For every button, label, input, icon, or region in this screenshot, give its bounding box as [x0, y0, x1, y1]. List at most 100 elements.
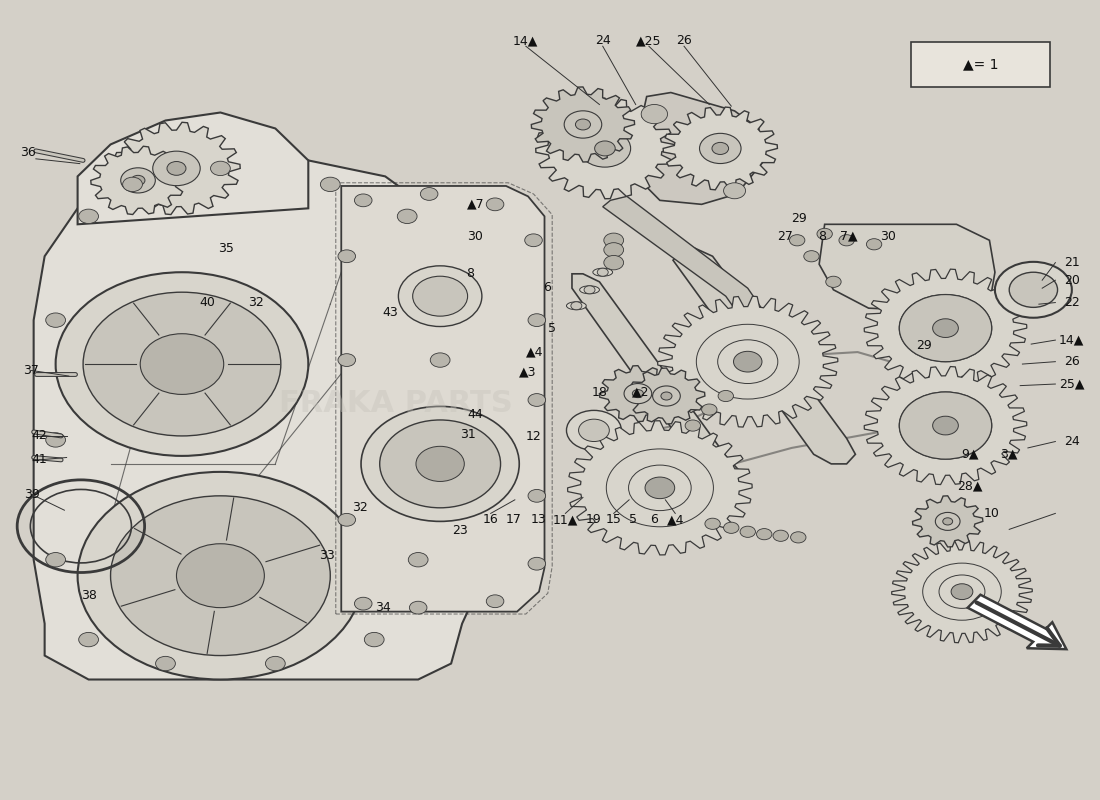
Text: 31: 31	[460, 428, 475, 441]
Polygon shape	[865, 269, 1026, 387]
Circle shape	[79, 632, 99, 646]
Circle shape	[338, 250, 355, 262]
Circle shape	[397, 209, 417, 223]
Circle shape	[398, 266, 482, 326]
Text: 39: 39	[23, 488, 40, 501]
Circle shape	[167, 162, 186, 175]
Text: 34: 34	[375, 601, 390, 614]
Circle shape	[724, 182, 746, 198]
Text: 41: 41	[31, 454, 47, 466]
Circle shape	[320, 177, 340, 191]
Circle shape	[645, 477, 674, 498]
Text: 6: 6	[650, 514, 658, 526]
Polygon shape	[913, 496, 983, 547]
Circle shape	[817, 228, 833, 239]
Text: 15: 15	[606, 514, 621, 526]
Text: ▲= 1: ▲= 1	[962, 58, 999, 71]
Text: 30: 30	[468, 230, 483, 242]
Circle shape	[575, 119, 591, 130]
Circle shape	[579, 419, 609, 442]
Polygon shape	[663, 107, 778, 190]
Text: 6: 6	[542, 281, 551, 294]
Circle shape	[624, 383, 651, 404]
Circle shape	[734, 351, 762, 372]
Circle shape	[265, 656, 285, 670]
Polygon shape	[568, 421, 752, 555]
Text: 5: 5	[629, 514, 638, 526]
Circle shape	[528, 394, 546, 406]
Circle shape	[121, 168, 155, 193]
Circle shape	[338, 514, 355, 526]
Polygon shape	[600, 366, 676, 422]
Circle shape	[994, 262, 1071, 318]
Circle shape	[791, 532, 806, 543]
Polygon shape	[628, 368, 705, 424]
Text: 29: 29	[915, 339, 932, 352]
Text: 36: 36	[20, 146, 36, 159]
Circle shape	[412, 276, 468, 316]
Text: 32: 32	[352, 502, 367, 514]
Circle shape	[79, 209, 99, 223]
Circle shape	[933, 416, 958, 435]
Circle shape	[528, 314, 546, 326]
Text: 14▲: 14▲	[1059, 334, 1085, 346]
Polygon shape	[636, 93, 764, 204]
Text: 29: 29	[792, 212, 807, 226]
Circle shape	[354, 194, 372, 206]
Circle shape	[702, 404, 717, 415]
Circle shape	[409, 602, 427, 614]
Text: 18: 18	[592, 386, 607, 398]
Circle shape	[724, 522, 739, 534]
Polygon shape	[341, 186, 544, 612]
Circle shape	[685, 420, 701, 431]
Text: 42: 42	[31, 430, 47, 442]
Text: 24: 24	[1064, 435, 1080, 448]
Circle shape	[430, 273, 450, 287]
Circle shape	[1009, 272, 1057, 307]
Ellipse shape	[593, 268, 613, 276]
Circle shape	[379, 420, 500, 508]
Text: 25▲: 25▲	[1059, 378, 1085, 390]
Text: 30: 30	[880, 230, 896, 242]
Circle shape	[900, 294, 991, 362]
Circle shape	[78, 472, 363, 679]
Circle shape	[364, 632, 384, 646]
Circle shape	[935, 513, 960, 530]
Text: 19: 19	[586, 514, 602, 526]
Circle shape	[705, 518, 720, 530]
Circle shape	[419, 457, 439, 471]
Polygon shape	[892, 541, 1032, 642]
Text: 5: 5	[548, 322, 557, 334]
Text: 38: 38	[80, 589, 97, 602]
Circle shape	[486, 198, 504, 210]
Circle shape	[111, 496, 330, 655]
Circle shape	[525, 234, 542, 246]
Text: ▲4: ▲4	[526, 346, 543, 358]
Circle shape	[718, 390, 734, 402]
Polygon shape	[531, 87, 635, 162]
Circle shape	[354, 598, 372, 610]
Polygon shape	[78, 113, 308, 224]
Circle shape	[84, 292, 280, 436]
Circle shape	[839, 234, 855, 246]
Polygon shape	[113, 122, 240, 214]
Circle shape	[56, 272, 308, 456]
Text: 3▲: 3▲	[1001, 448, 1018, 461]
Circle shape	[420, 187, 438, 200]
Polygon shape	[34, 145, 484, 679]
Text: 17: 17	[506, 514, 521, 526]
Text: FRAKA PARTS: FRAKA PARTS	[279, 390, 513, 418]
Ellipse shape	[566, 302, 586, 310]
Circle shape	[661, 392, 672, 400]
Circle shape	[361, 406, 519, 522]
Circle shape	[564, 111, 602, 138]
Circle shape	[641, 105, 668, 124]
Circle shape	[952, 584, 972, 599]
Polygon shape	[572, 274, 739, 482]
Circle shape	[571, 302, 582, 310]
Circle shape	[140, 334, 223, 394]
Text: 37: 37	[23, 364, 40, 377]
Text: 13: 13	[531, 514, 547, 526]
Circle shape	[210, 162, 230, 175]
Text: 8: 8	[818, 230, 826, 242]
